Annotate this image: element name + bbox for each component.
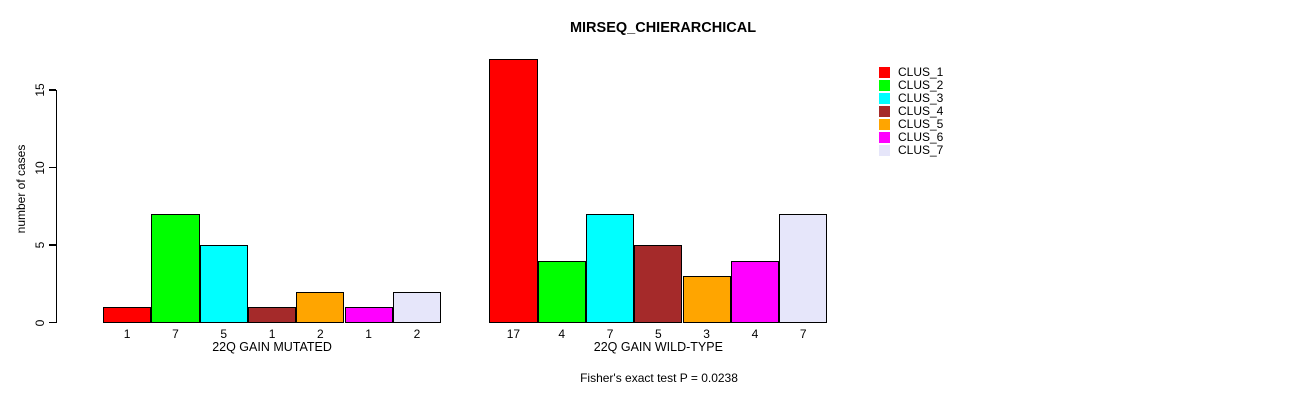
bar-value-label: 17	[506, 326, 521, 341]
bar-value-label: 1	[365, 326, 372, 341]
legend-label: CLUS_5	[898, 117, 944, 131]
bar-clus_5	[296, 291, 345, 323]
legend-item: CLUS_7	[879, 144, 943, 157]
bar-value-label: 2	[317, 326, 324, 341]
bar-value-label: 5	[220, 326, 228, 341]
y-axis-tick-label: 10	[33, 160, 47, 175]
bar-clus_2	[537, 260, 586, 323]
legend-swatch	[879, 80, 890, 91]
legend-item: CLUS_2	[879, 79, 943, 92]
legend-swatch	[879, 106, 890, 117]
y-axis-tick	[49, 244, 56, 246]
bar-value-label: 3	[703, 326, 710, 341]
chart-title: MIRSEQ_CHIERARCHICAL	[569, 20, 757, 36]
y-axis-tick	[49, 166, 56, 169]
bar-clus_1	[103, 307, 152, 323]
legend-item: CLUS_5	[879, 118, 943, 131]
bar-value-label: 7	[799, 326, 807, 341]
y-axis-tick-label: 0	[33, 319, 47, 326]
legend-item: CLUS_4	[879, 105, 943, 118]
bar-value-label: 7	[606, 326, 614, 341]
bar-clus_3	[199, 245, 248, 323]
legend-label: CLUS_1	[898, 65, 944, 79]
legend-label: CLUS_4	[898, 104, 944, 118]
bar-clus_6	[344, 307, 393, 323]
bar-value-label: 7	[172, 326, 179, 341]
bar-clus_7	[779, 214, 828, 323]
legend-item: CLUS_1	[879, 66, 943, 79]
bar-clus_2	[151, 214, 200, 323]
bar-clus_7	[392, 291, 442, 323]
legend-item: CLUS_3	[879, 92, 943, 105]
legend-label: CLUS_6	[898, 130, 944, 144]
bar-value-label: 1	[268, 326, 276, 341]
legend-swatch	[879, 132, 890, 143]
x-axis-group-label: 22Q GAIN WILD-TYPE	[593, 339, 723, 354]
y-axis-tick	[49, 321, 56, 324]
legend-swatch	[879, 67, 890, 78]
legend-swatch	[879, 119, 890, 130]
footnote: Fisher's exact test P = 0.0238	[580, 371, 738, 385]
legend-label: CLUS_2	[898, 78, 944, 92]
y-axis-label: number of cases	[14, 144, 28, 234]
y-axis-tick	[49, 89, 56, 91]
bar-clus_6	[730, 260, 780, 323]
bar-value-label: 4	[558, 326, 566, 341]
legend-label: CLUS_3	[898, 91, 944, 105]
legend-swatch	[879, 93, 890, 104]
y-axis-tick-label: 5	[33, 241, 47, 249]
legend-swatch	[879, 145, 890, 156]
legend-label: CLUS_7	[898, 143, 944, 157]
bar-value-label: 5	[655, 326, 662, 341]
bar-value-label: 2	[413, 326, 421, 341]
bar-clus_4	[247, 307, 297, 323]
bar-clus_5	[682, 276, 731, 323]
bar-clus_1	[489, 59, 538, 323]
legend-item: CLUS_6	[879, 131, 943, 144]
bar-value-label: 4	[751, 326, 759, 341]
y-axis-line	[56, 90, 58, 323]
y-axis-tick-label: 15	[33, 83, 47, 97]
legend: CLUS_1 CLUS_2 CLUS_3 CLUS_4 CLUS_5 CLUS_6 CLUS…	[879, 66, 943, 157]
bar-clus_4	[634, 245, 683, 323]
x-axis-group-label: 22Q GAIN MUTATED	[212, 339, 332, 354]
bar-value-label: 1	[123, 326, 131, 341]
bar-clus_3	[585, 214, 635, 323]
